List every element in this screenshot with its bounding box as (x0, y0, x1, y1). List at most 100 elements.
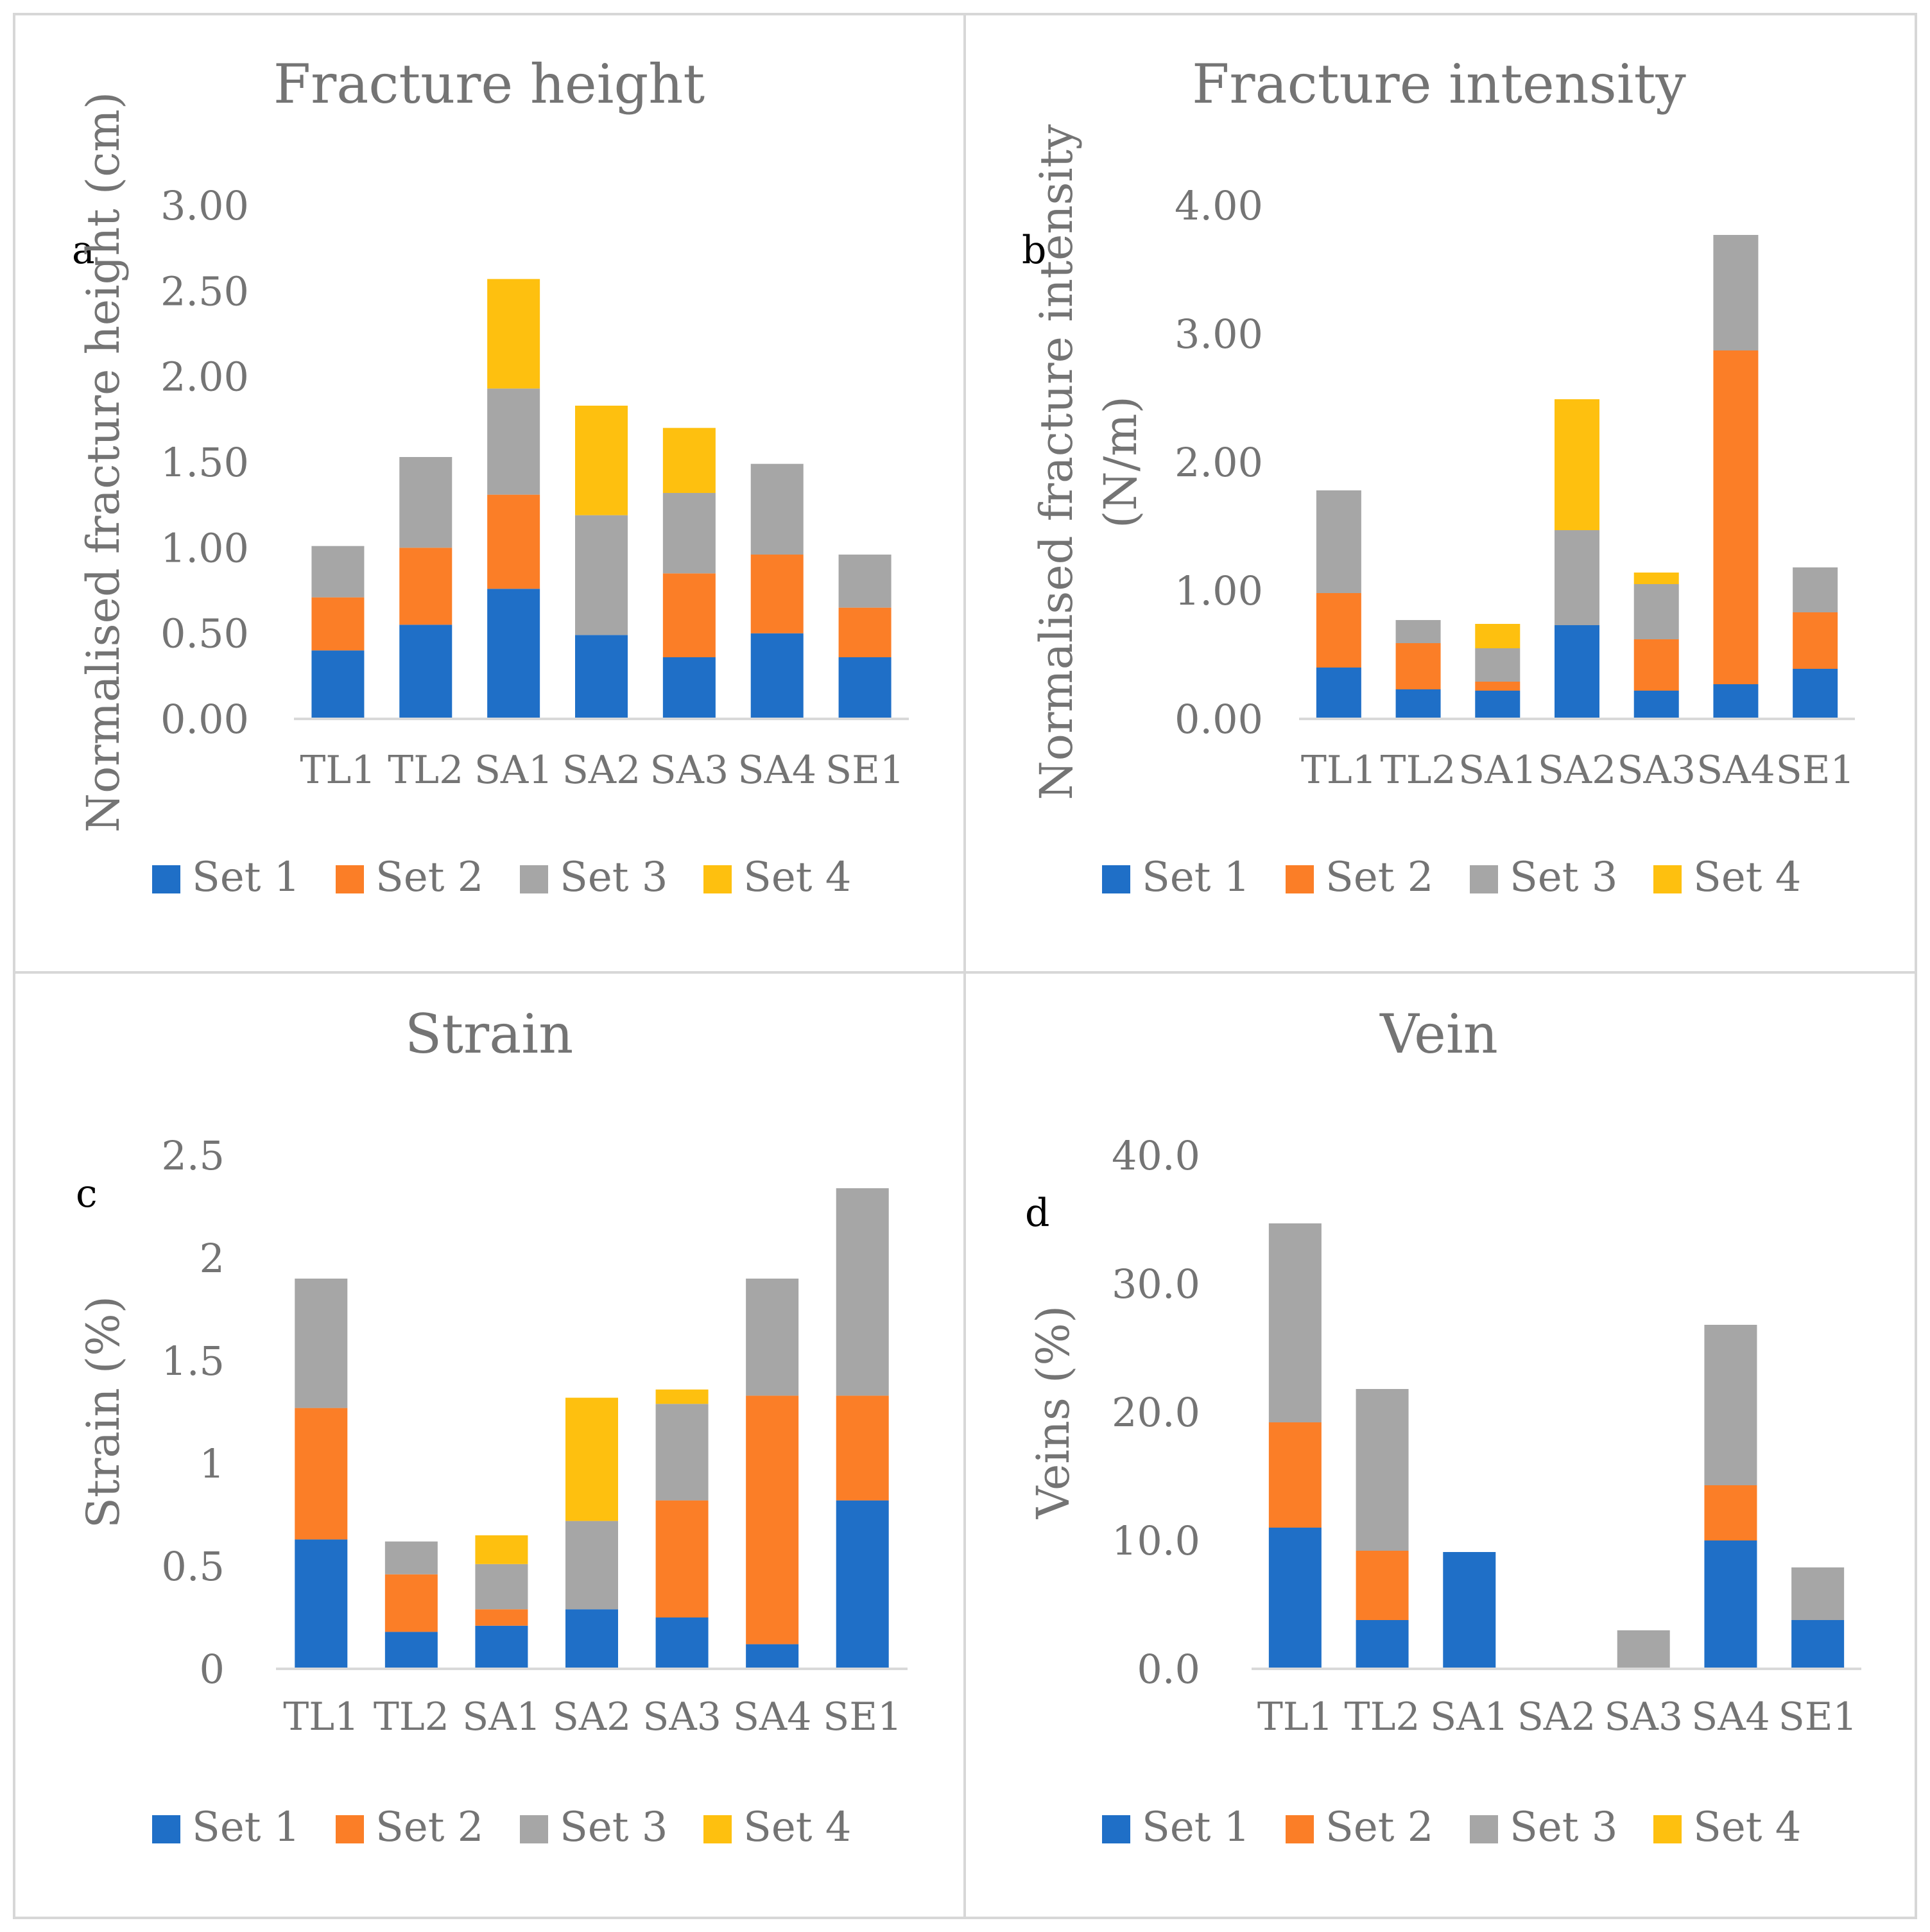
bar-tl1-set2 (1316, 593, 1361, 668)
legend-swatch-set3 (520, 1815, 548, 1843)
chart-title: Fracture intensity (1192, 53, 1686, 116)
y-tick-label: 1.50 (160, 439, 249, 486)
bar-tl1-set2 (311, 597, 365, 651)
bar-se1-set2 (836, 1395, 889, 1501)
legend-label-set4: Set 4 (1693, 1804, 1802, 1851)
bar-sa2-set1 (565, 1609, 618, 1669)
bar-tl2-set3 (384, 1541, 438, 1574)
y-tick-label: 10.0 (1112, 1517, 1200, 1564)
bar-sa3-set1 (1633, 691, 1679, 719)
x-tick-label: TL1 (1257, 1695, 1333, 1739)
legend-label-set2: Set 2 (375, 854, 484, 901)
bar-tl2-set2 (399, 548, 452, 625)
legend-swatch-set1 (1102, 1815, 1130, 1843)
legend-label-set2: Set 2 (1325, 1804, 1434, 1851)
y-tick-label: 4.00 (1175, 182, 1263, 229)
legend-swatch-set4 (703, 865, 732, 893)
legend-label-set3: Set 3 (1510, 854, 1618, 901)
x-tick-label: TL1 (300, 748, 375, 793)
x-tick-label: SA4 (1696, 748, 1775, 793)
bar-sa3-set4 (1633, 573, 1679, 584)
bar-tl2-set3 (1356, 1389, 1409, 1551)
bar-se1-set3 (1791, 1567, 1845, 1620)
bar-sa3-set3 (655, 1404, 709, 1501)
chart-panel-c: Strain c Strain (%) 0 0.5 1 1.5 2 2.5 TL1 TL2 SA1 SA… (76, 1003, 908, 1851)
legend-swatch-set1 (1102, 865, 1130, 893)
legend-label-set4: Set 4 (1693, 854, 1802, 901)
bar-sa2-set4 (575, 406, 628, 515)
bar-sa1-set2 (487, 494, 540, 589)
bar-sa1-set1 (487, 589, 540, 719)
x-tick-label: TL2 (388, 748, 463, 793)
legend-label-set3: Set 3 (560, 854, 668, 901)
legend-label-set2: Set 2 (375, 1804, 484, 1851)
legend-label-set1: Set 1 (192, 1804, 300, 1851)
bar-sa2-set1 (575, 635, 628, 719)
bar-sa1-set4 (1475, 624, 1521, 648)
bar-sa1-set3 (487, 388, 540, 495)
y-tick-label: 3.00 (160, 182, 249, 229)
legend-swatch-set3 (1470, 1815, 1498, 1843)
bar-sa4-set3 (746, 1279, 799, 1396)
y-axis-label: Normalised fracture height (cm) (77, 92, 130, 832)
bar-tl1-set1 (295, 1539, 348, 1669)
bar-tl1-set3 (1316, 490, 1361, 593)
bar-tl2-set2 (1356, 1551, 1409, 1620)
bar-sa4-set1 (1704, 1540, 1757, 1669)
x-tick-label: SA3 (1617, 748, 1696, 793)
bar-tl2-set3 (1395, 620, 1441, 643)
bar-sa4-set2 (746, 1395, 799, 1644)
bar-se1-set2 (838, 607, 892, 657)
bar-se1-set1 (838, 657, 892, 719)
x-tick-label: TL2 (1345, 1695, 1420, 1739)
bar-sa3-set2 (1633, 639, 1679, 691)
bar-sa4-set2 (1713, 350, 1759, 684)
y-tick-label: 2.00 (1175, 439, 1263, 486)
y-tick-label: 1.00 (160, 524, 249, 571)
bar-sa4-set1 (1713, 684, 1759, 719)
bar-tl2-set3 (399, 457, 452, 548)
bar-sa1-set1 (475, 1625, 528, 1669)
bar-tl1-set1 (1316, 668, 1361, 719)
chart-title: Strain (405, 1003, 574, 1065)
y-axis-label: (N/m) (1094, 396, 1147, 528)
bar-tl1-set1 (1268, 1528, 1322, 1669)
x-tick-label: SA2 (553, 1695, 632, 1739)
legend-label-set3: Set 3 (560, 1804, 668, 1851)
bar-sa1-set3 (475, 1564, 528, 1610)
bar-tl2-set2 (384, 1574, 438, 1632)
bar-tl1-set3 (311, 546, 365, 598)
x-tick-label: SE1 (823, 1695, 902, 1739)
bar-sa2-set4 (565, 1397, 618, 1521)
bar-tl1-set3 (295, 1279, 348, 1408)
y-tick-label: 40.0 (1112, 1132, 1200, 1179)
x-tick-label: TL2 (1381, 748, 1456, 793)
x-tick-label: SA4 (733, 1695, 812, 1739)
bar-sa1-set3 (1475, 648, 1521, 682)
y-tick-label: 1.5 (161, 1338, 225, 1384)
x-tick-label: SA2 (1517, 1695, 1596, 1739)
bar-se1-set1 (1791, 1620, 1845, 1669)
bar-se1-set1 (836, 1500, 889, 1669)
bar-sa3-set3 (1633, 584, 1679, 639)
bar-tl1-set3 (1268, 1223, 1322, 1422)
bar-sa3-set2 (662, 573, 716, 657)
bar-sa4-set1 (746, 1644, 799, 1669)
bar-sa4-set2 (750, 555, 804, 634)
panel-letter: d (1025, 1191, 1049, 1236)
chart-title: Fracture height (273, 53, 705, 116)
x-tick-label: SA2 (562, 748, 641, 793)
bar-sa4-set3 (1713, 235, 1759, 350)
y-tick-label: 0.00 (160, 696, 249, 743)
x-tick-label: SA1 (462, 1695, 541, 1739)
bar-tl2-set1 (1395, 689, 1441, 719)
legend-swatch-set4 (1653, 865, 1682, 893)
bar-se1-set2 (1793, 612, 1838, 669)
bar-se1-set3 (836, 1188, 889, 1396)
y-tick-label: 0.00 (1175, 696, 1263, 743)
bar-tl2-set2 (1395, 643, 1441, 689)
legend-label-set1: Set 1 (192, 854, 300, 901)
